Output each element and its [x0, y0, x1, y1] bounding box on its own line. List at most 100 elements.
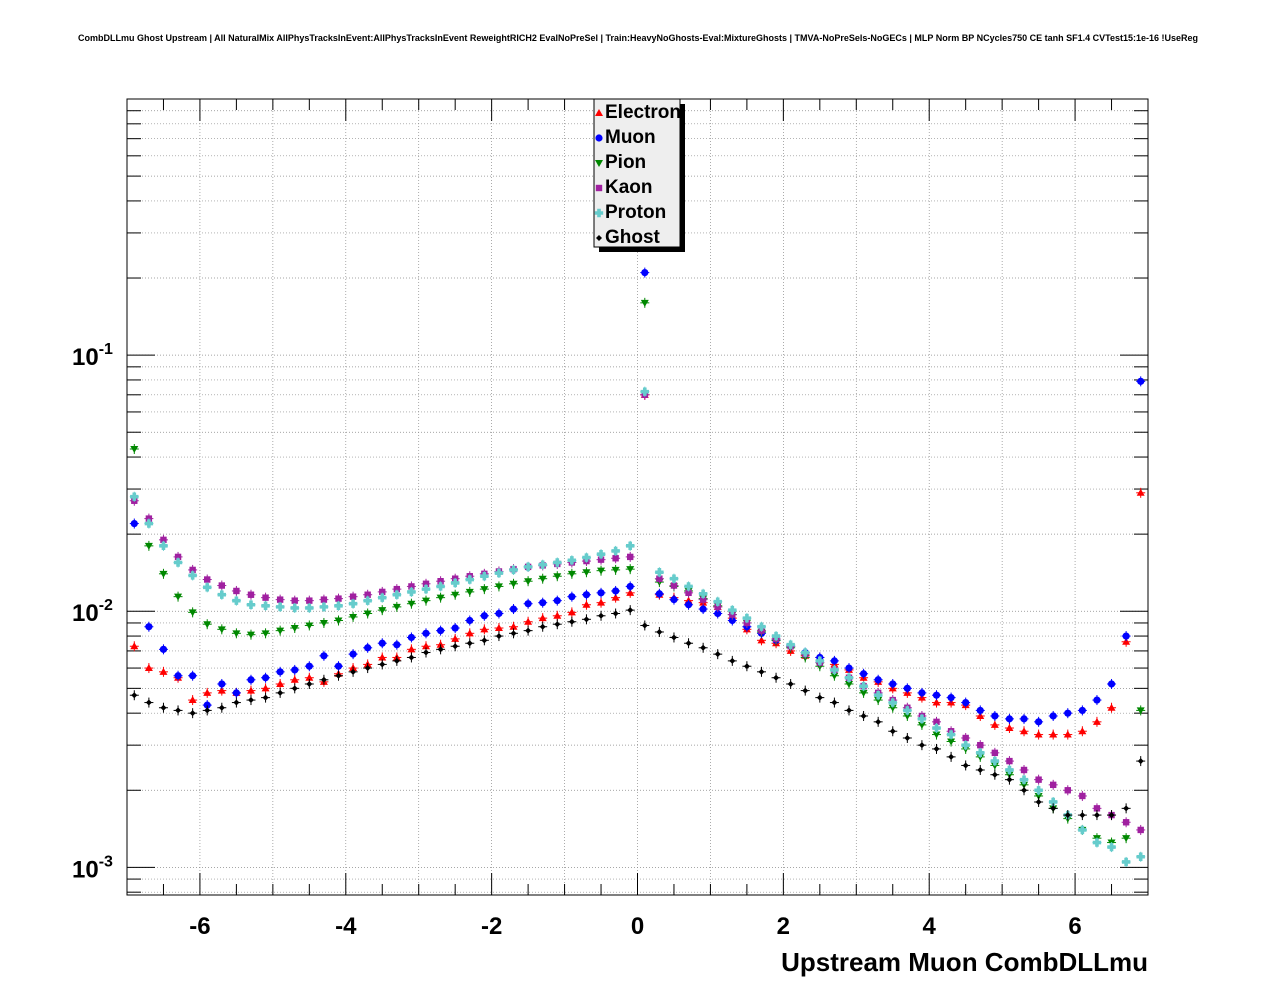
- data-point: [758, 668, 765, 675]
- data-point: [189, 710, 196, 717]
- data-point: [742, 613, 752, 623]
- data-point: [888, 698, 897, 707]
- data-point: [1035, 798, 1042, 805]
- data-point: [932, 691, 941, 699]
- data-point: [932, 731, 941, 739]
- data-point: [714, 651, 721, 658]
- data-point: [1049, 712, 1057, 720]
- data-point: [976, 711, 985, 719]
- data-point: [1063, 730, 1072, 738]
- data-point: [597, 556, 605, 563]
- data-point: [889, 728, 896, 735]
- data-point: [305, 673, 314, 681]
- data-point: [437, 578, 444, 585]
- data-point: [991, 712, 999, 720]
- data-point: [859, 681, 868, 691]
- data-point: [334, 662, 343, 670]
- data-point: [277, 689, 284, 696]
- x-tick-label: 4: [923, 913, 937, 940]
- data-point: [247, 591, 255, 598]
- data-point: [348, 599, 358, 608]
- data-point: [904, 734, 911, 741]
- data-point: [1005, 765, 1014, 775]
- data-point: [976, 748, 985, 758]
- data-point: [932, 698, 941, 706]
- data-point: [729, 657, 736, 664]
- data-point: [217, 626, 226, 634]
- data-point: [290, 675, 299, 683]
- data-point: [611, 593, 620, 601]
- data-point: [494, 568, 504, 578]
- data-point: [612, 555, 619, 562]
- data-point: [1035, 718, 1043, 726]
- data-point: [771, 631, 781, 641]
- data-point: [349, 613, 358, 621]
- data-point: [189, 672, 197, 680]
- data-point: [335, 595, 342, 602]
- data-point: [276, 668, 284, 676]
- data-point: [363, 596, 372, 605]
- data-point: [685, 589, 692, 597]
- data-point: [626, 582, 634, 591]
- data-point: [407, 587, 416, 597]
- data-point: [465, 575, 474, 584]
- data-point: [203, 701, 211, 709]
- data-point: [699, 596, 707, 603]
- data-point: [262, 694, 269, 701]
- legend-label-ghost: Ghost: [605, 227, 661, 248]
- data-point: [217, 590, 227, 599]
- data-point: [597, 598, 606, 606]
- data-point: [480, 586, 489, 594]
- data-point: [291, 666, 299, 674]
- data-point: [538, 560, 547, 569]
- data-point: [962, 734, 969, 742]
- data-point: [436, 594, 445, 602]
- data-point: [538, 575, 547, 583]
- data-point: [948, 753, 955, 760]
- data-point: [554, 621, 561, 628]
- data-point: [1108, 812, 1115, 819]
- data-point: [875, 718, 882, 725]
- data-point: [364, 665, 371, 672]
- data-point: [991, 749, 999, 757]
- data-point: [670, 582, 678, 589]
- data-point: [509, 580, 518, 588]
- data-point: [131, 692, 138, 699]
- legend-label-pion: Pion: [605, 152, 646, 173]
- data-point: [233, 587, 240, 595]
- series-ghost: [129, 605, 1146, 821]
- data-point: [946, 730, 956, 739]
- data-point: [567, 570, 576, 578]
- data-point: [977, 766, 984, 773]
- data-point: [291, 685, 298, 692]
- data-point: [160, 536, 167, 544]
- data-point: [568, 593, 576, 601]
- data-points: [129, 267, 1146, 867]
- data-point: [889, 680, 897, 688]
- data-point: [1035, 776, 1042, 783]
- data-point: [334, 617, 343, 625]
- data-point: [495, 633, 502, 640]
- data-point: [816, 694, 823, 701]
- data-point: [261, 630, 270, 638]
- data-point: [962, 762, 969, 769]
- data-point: [947, 694, 955, 702]
- data-point: [246, 631, 255, 639]
- data-point: [159, 645, 168, 653]
- data-point: [422, 629, 430, 637]
- data-point: [524, 578, 533, 586]
- data-point: [422, 642, 431, 650]
- data-point: [1034, 792, 1043, 800]
- data-point: [1093, 696, 1101, 704]
- data-point: [392, 590, 402, 599]
- data-point: [525, 627, 532, 634]
- data-point: [669, 574, 679, 583]
- legend-label-kaon: Kaon: [605, 177, 653, 198]
- y-tick-label: 10-1: [72, 341, 113, 371]
- data-point: [422, 597, 431, 605]
- data-point: [218, 680, 226, 688]
- x-tick-label: -6: [189, 913, 210, 940]
- data-point: [567, 556, 577, 565]
- data-point: [349, 593, 357, 600]
- data-point: [1050, 805, 1057, 812]
